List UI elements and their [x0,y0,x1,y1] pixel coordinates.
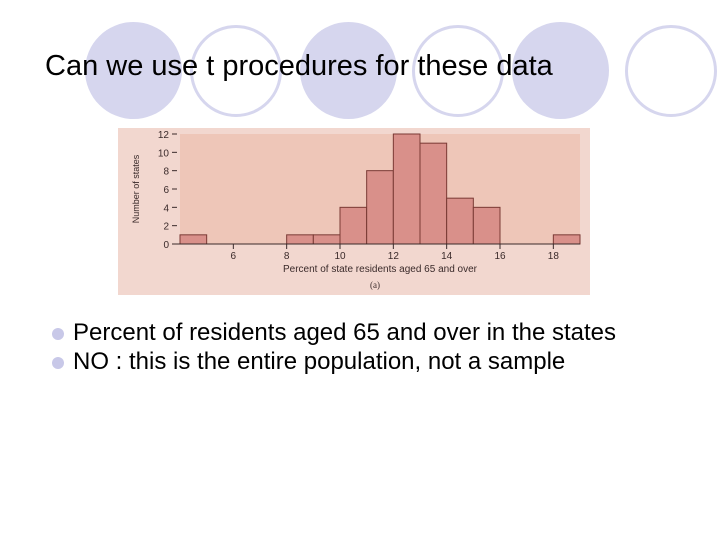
bullet-list: Percent of residents aged 65 and over in… [52,318,692,376]
x-tick-label: 8 [284,251,290,262]
x-tick-label: 6 [231,251,237,262]
histogram-bar [312,234,341,245]
decor-circle-6 [625,25,717,117]
histogram-svg: 0 2 4 6 8 10 12 6 8 10 12 14 16 18 Percent of state re… [118,128,590,295]
decor-circle-1 [85,22,182,119]
bullet-icon [52,357,64,369]
histogram-bar [392,133,421,245]
y-tick-label: 12 [158,130,170,141]
y-axis-label: Number of states [131,154,141,223]
bullet-item: Percent of residents aged 65 and over in… [52,318,692,347]
x-axis-label: Percent of state residents aged 65 and o… [283,264,478,275]
x-tick-label: 12 [388,251,400,262]
decor-circle-2 [190,25,282,117]
bullet-icon [52,328,64,340]
histogram-bar [446,197,474,245]
y-tick-label: 0 [163,240,169,251]
histogram-bar [339,206,368,245]
y-tick-label: 4 [163,203,169,214]
histogram-bar [179,234,208,245]
x-tick-label: 18 [548,251,560,262]
histogram-bar [366,170,394,245]
bullet-item: NO : this is the entire population, not … [52,347,692,376]
x-tick-label: 10 [334,251,346,262]
x-tick-label: 14 [441,251,453,262]
decor-circle-3 [300,22,397,119]
y-tick-label: 8 [163,167,169,178]
slide-title: Can we use t procedures for these data [45,50,553,82]
bullet-text: Percent of residents aged 65 and over in… [73,319,617,346]
y-tick-label: 6 [163,185,169,196]
histogram-bar [286,234,314,245]
y-tick-label: 10 [158,148,170,159]
histogram-chart: 0 2 4 6 8 10 12 6 8 10 12 14 16 18 Percent of state re… [118,128,590,295]
decor-circle-5 [512,22,609,119]
x-tick-label: 16 [494,251,506,262]
histogram-bar [552,234,581,245]
histogram-bar [419,142,448,245]
decor-circle-4 [412,25,504,117]
chart-caption: (a) [370,280,380,290]
y-tick-label: 2 [163,222,169,233]
bullet-text: NO : this is the entire population, not … [73,348,566,375]
histogram-bar [472,206,501,245]
